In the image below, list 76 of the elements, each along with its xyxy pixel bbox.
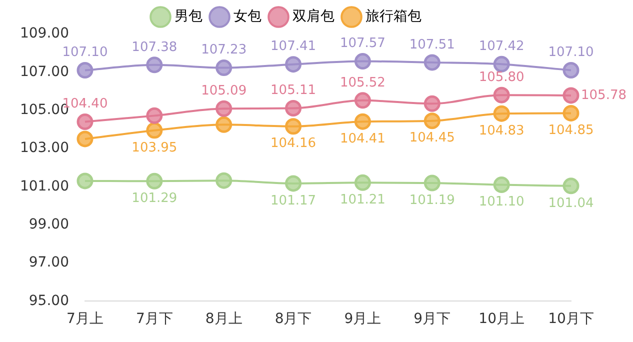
- point: [493, 176, 510, 194]
- legend-label: 双肩包: [292, 8, 334, 25]
- point: [424, 112, 440, 130]
- y-tick-label: 95.00: [28, 292, 69, 309]
- x-tick-label: 8月下: [274, 311, 312, 328]
- data-label: 107.51: [409, 37, 455, 52]
- point: [76, 172, 94, 190]
- y-tick-label: 101.00: [20, 178, 69, 194]
- y-tick-label: 107.00: [20, 64, 69, 80]
- data-label: 105.11: [270, 83, 316, 98]
- x-tick-label: 10月上: [478, 311, 524, 328]
- legend-label: 旅行箱包: [366, 8, 422, 25]
- point: [424, 174, 440, 192]
- data-label: 101.17: [270, 193, 316, 208]
- y-tick-label: 99.00: [28, 216, 69, 232]
- point: [285, 118, 302, 135]
- legend-label: 男包: [174, 8, 202, 25]
- data-label: 105.78: [581, 88, 626, 103]
- point: [285, 100, 302, 116]
- data-label: 107.57: [340, 36, 386, 52]
- point: [146, 172, 163, 190]
- data-label: 107.42: [478, 39, 524, 54]
- x-tick-label: 9月上: [344, 311, 382, 328]
- data-label: 105.09: [201, 84, 247, 98]
- point: [285, 175, 302, 192]
- data-label: 107.23: [201, 42, 247, 58]
- x-tick-label: 8月上: [205, 311, 242, 328]
- point: [354, 113, 371, 130]
- data-label: 101.10: [478, 194, 524, 210]
- data-label: 104.16: [270, 136, 316, 152]
- point: [354, 53, 371, 70]
- point: [76, 62, 94, 79]
- x-tick-label: 7月下: [136, 311, 173, 328]
- y-tick-label: 109.00: [20, 26, 69, 42]
- data-label: 104.45: [409, 130, 455, 146]
- point: [216, 60, 232, 76]
- point: [216, 100, 232, 117]
- point: [562, 62, 580, 79]
- point: [354, 92, 371, 109]
- x-tick-label: 7月上: [66, 311, 104, 328]
- point: [493, 86, 510, 104]
- point: [562, 87, 580, 104]
- data-label: 101.19: [409, 192, 455, 208]
- data-label: 104.41: [340, 131, 386, 146]
- data-label: 105.52: [340, 75, 386, 90]
- data-label: 104.83: [478, 123, 524, 138]
- point: [216, 116, 232, 133]
- point: [562, 178, 580, 194]
- data-label: 104.85: [548, 123, 594, 138]
- data-label: 101.21: [340, 192, 386, 208]
- point: [146, 107, 163, 124]
- data-label: 101.29: [132, 191, 178, 206]
- point: [493, 56, 510, 72]
- y-tick-label: 103.00: [20, 140, 69, 156]
- data-label: 107.10: [62, 45, 108, 60]
- point: [76, 130, 94, 148]
- data-label: 107.41: [270, 39, 316, 54]
- point: [146, 122, 163, 139]
- point: [424, 95, 440, 112]
- point: [424, 54, 440, 71]
- point: [76, 114, 94, 130]
- data-label: 107.38: [132, 40, 178, 55]
- point: [562, 104, 580, 122]
- point: [354, 174, 371, 191]
- data-label: 101.04: [548, 196, 594, 211]
- data-label: 103.95: [132, 140, 178, 156]
- y-tick-label: 97.00: [28, 254, 69, 271]
- legend-label: 女包: [234, 8, 262, 25]
- data-label: 105.80: [478, 70, 524, 85]
- point: [216, 172, 232, 189]
- data-label: 107.10: [548, 45, 594, 60]
- point: [285, 56, 302, 73]
- point: [493, 105, 510, 122]
- x-tick-label: 10月下: [548, 311, 594, 328]
- point: [146, 56, 163, 74]
- x-tick-label: 9月下: [414, 311, 451, 328]
